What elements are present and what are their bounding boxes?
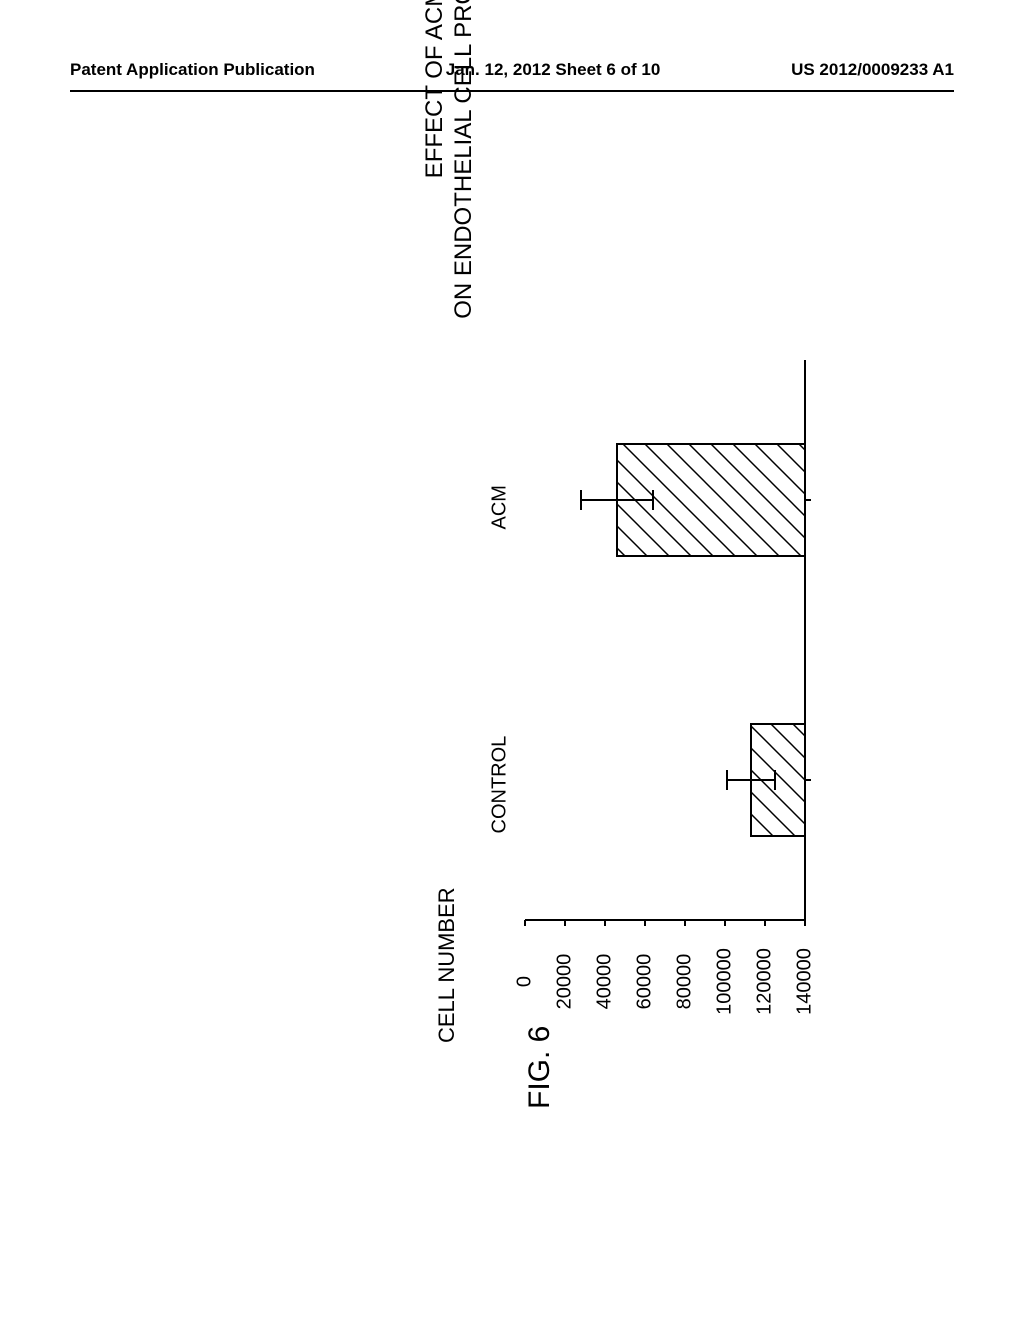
header-divider	[70, 90, 954, 92]
figure-container: EFFECT OF ACM ON ENDOTHELIAL CELL PROLIF…	[70, 170, 954, 1150]
y-tick-label: 60000	[634, 942, 657, 1022]
chart-title: EFFECT OF ACM ON ENDOTHELIAL CELL PROLIF…	[421, 0, 479, 319]
y-tick-label: 0	[514, 942, 537, 1022]
header-left: Patent Application Publication	[70, 60, 315, 80]
y-tick-label: 100000	[714, 942, 737, 1022]
chart-svg	[515, 350, 815, 930]
y-tick-label: 20000	[554, 942, 577, 1022]
y-tick-label: 120000	[754, 942, 777, 1022]
x-tick-label: ACM	[489, 485, 512, 529]
y-tick-label: 80000	[674, 942, 697, 1022]
y-tick-label: 40000	[594, 942, 617, 1022]
page-header: Patent Application Publication Jan. 12, …	[0, 60, 1024, 80]
chart-area	[515, 350, 815, 930]
chart-title-line2: ON ENDOTHELIAL CELL PROLIFERATION	[450, 0, 479, 319]
header-right: US 2012/0009233 A1	[791, 60, 954, 80]
chart-title-line1: EFFECT OF ACM	[421, 0, 450, 319]
y-axis-label: CELL NUMBER	[434, 887, 460, 1043]
figure-label: FIG. 6	[523, 1026, 557, 1109]
x-tick-label: CONTROL	[489, 736, 512, 834]
y-tick-label: 140000	[794, 942, 817, 1022]
